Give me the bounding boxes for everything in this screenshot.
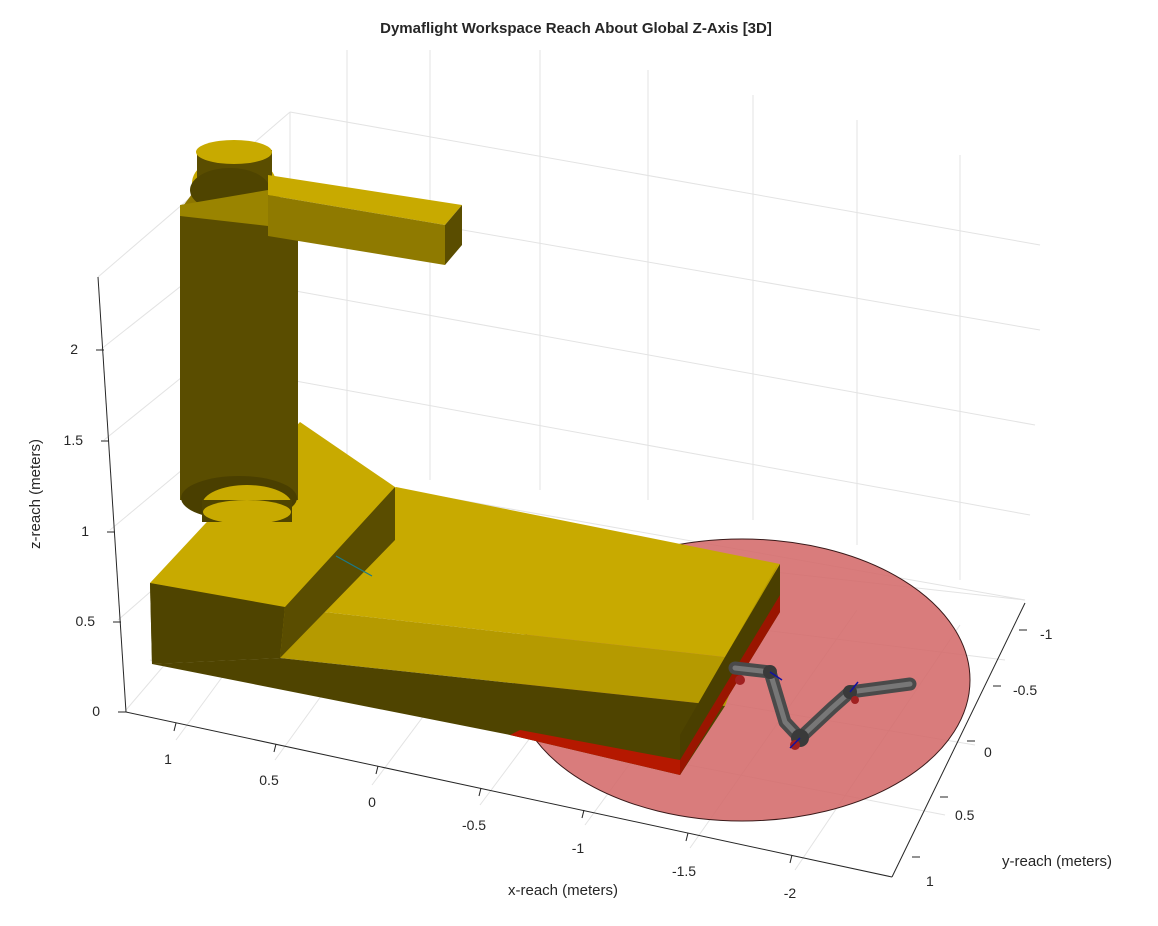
marker-line <box>335 555 373 577</box>
z-tick-label: 1.5 <box>64 432 84 448</box>
x-tick-label: 0 <box>368 794 376 810</box>
z-tick-label: 2 <box>70 341 78 357</box>
x-tick-label: -1.5 <box>672 863 696 879</box>
horizontal-arm <box>180 175 462 265</box>
x-tick-label: -1 <box>572 840 585 856</box>
z-ticks: 0 0.5 1 1.5 2 <box>64 341 126 719</box>
x-tick-label: 1 <box>164 751 172 767</box>
y-tick-label: 0.5 <box>955 807 975 823</box>
robot-arm <box>728 661 917 750</box>
y-tick-label: -0.5 <box>1013 682 1037 698</box>
z-tick-label: 0.5 <box>76 613 96 629</box>
chart-title: Dymaflight Workspace Reach About Global … <box>380 20 772 37</box>
x-tick-label: -2 <box>784 885 797 901</box>
z-axis-label: z-reach (meters) <box>27 439 44 549</box>
x-tick-label: 0.5 <box>259 772 279 788</box>
column <box>180 190 298 525</box>
z-tick-label: 0 <box>92 703 100 719</box>
x-ticks: 1 0.5 0 -0.5 -1 -1.5 -2 <box>164 722 797 901</box>
y-tick-label: 0 <box>984 744 992 760</box>
y-tick-label: 1 <box>926 873 934 889</box>
y-tick-label: -1 <box>1040 626 1053 642</box>
y-ticks: -1 -0.5 0 0.5 1 <box>912 626 1053 889</box>
x-axis-label: x-reach (meters) <box>508 882 618 899</box>
x-tick-label: -0.5 <box>462 817 486 833</box>
z-tick-label: 1 <box>81 523 89 539</box>
y-axis-label: y-reach (meters) <box>1002 853 1112 870</box>
